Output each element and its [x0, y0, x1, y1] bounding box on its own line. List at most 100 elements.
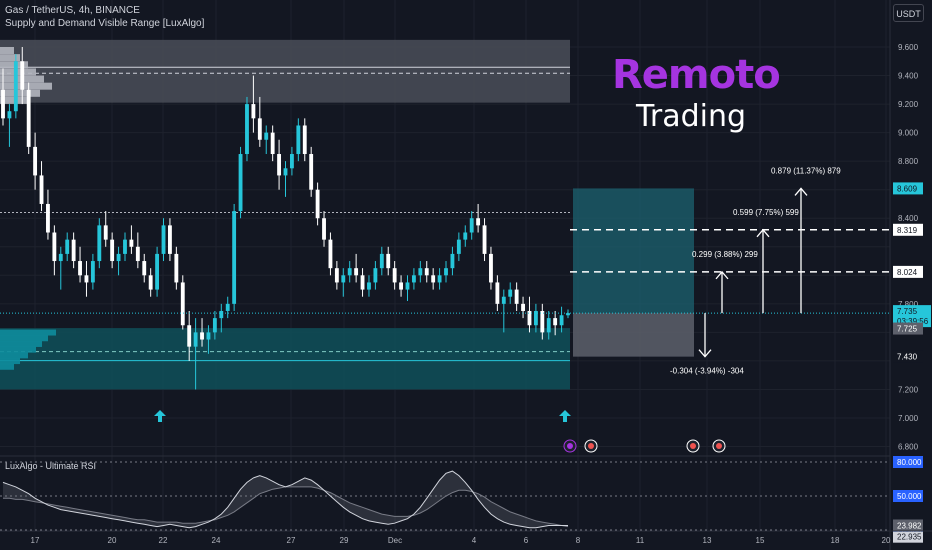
- time-tick: 29: [340, 536, 349, 545]
- supply-zone: [0, 39, 570, 103]
- rsi-value-bg: [893, 519, 923, 532]
- candle-body: [26, 89, 31, 147]
- buy-signal-icon: [559, 410, 571, 422]
- price-tick: 9.600: [898, 43, 919, 52]
- price-tick: 7.800: [898, 300, 919, 309]
- demand-zone: [0, 328, 570, 390]
- event-icon-dot: [690, 443, 696, 449]
- candle-body: [501, 296, 506, 304]
- demand-profile-bar: [0, 363, 14, 370]
- candle-body: [360, 275, 365, 290]
- logo-trading: Trading: [636, 99, 747, 134]
- supply-profile-bar: [0, 47, 14, 54]
- price-tick: 8.400: [898, 214, 919, 223]
- candle-body: [521, 303, 525, 311]
- candle-body: [7, 111, 12, 119]
- candle-body: [341, 275, 346, 283]
- candle-body: [232, 211, 237, 304]
- time-tick: 4: [472, 536, 477, 545]
- time-tick: 15: [756, 536, 765, 545]
- candle-body: [463, 232, 468, 240]
- price-tick: 7.000: [898, 414, 919, 423]
- candle-body: [251, 104, 256, 119]
- last-price: 7.735: [897, 307, 918, 316]
- target-box: [573, 188, 694, 314]
- candle-body: [135, 246, 140, 262]
- symbol-title[interactable]: Gas / TetherUS, 4h, BINANCE: [5, 5, 140, 16]
- candle-body: [367, 282, 371, 290]
- candle-body: [334, 268, 339, 283]
- candle-body: [148, 275, 153, 290]
- candle-body: [206, 332, 211, 340]
- price-tick: 9.000: [898, 129, 919, 138]
- candle-body: [322, 218, 326, 240]
- event-icon-dot: [588, 443, 594, 449]
- price-tag: 8.609: [897, 184, 918, 193]
- candle-body: [245, 104, 249, 155]
- supply-profile-bar: [0, 68, 36, 76]
- price-axis[interactable]: 9.600 9.400 9.200 9.000 8.800 8.400 7.800 7.200…: [893, 43, 931, 452]
- target-arrow-head: [715, 270, 729, 280]
- rsi-level-tag-bg: [893, 456, 923, 468]
- target-stop-boxes: [573, 188, 694, 357]
- candle-body: [103, 225, 108, 240]
- candlesticks: [1, 47, 726, 453]
- candle-body: [52, 232, 57, 262]
- candle-body: [527, 310, 532, 326]
- candle-body: [437, 275, 442, 283]
- candle-body: [514, 289, 519, 304]
- candle-body: [33, 146, 38, 176]
- candle-body: [450, 253, 455, 269]
- event-icon-dot: [716, 443, 722, 449]
- price-tag-bg: [893, 322, 923, 335]
- candle-body: [399, 282, 403, 290]
- candle-body: [219, 310, 224, 319]
- candle-body: [289, 154, 294, 169]
- candle-body: [418, 268, 423, 276]
- candle-body: [347, 268, 352, 276]
- candle-body: [238, 154, 243, 212]
- candle-body: [373, 268, 378, 283]
- supply-demand-zones: [0, 39, 570, 390]
- demand-profile-bar: [0, 358, 20, 365]
- candle-body: [168, 225, 172, 254]
- candle-body: [264, 132, 269, 140]
- rsi-level-tag-bg: [893, 490, 923, 502]
- price-tag-bg: [893, 265, 923, 278]
- rsi-line: [2, 470, 568, 529]
- target-arrow-head: [794, 187, 808, 196]
- candle-body: [90, 261, 95, 283]
- price-tick: 8.800: [898, 157, 919, 166]
- logo-remoto: Remoto: [612, 52, 781, 98]
- indicator-title[interactable]: Supply and Demand Visible Range [LuxAlgo…: [5, 18, 205, 29]
- candle-body: [58, 253, 63, 262]
- time-tick: 8: [576, 536, 581, 545]
- candle-body: [354, 268, 359, 276]
- candle-body: [84, 275, 89, 283]
- candle-body: [225, 303, 230, 311]
- candle-body: [431, 275, 436, 283]
- candle-body: [129, 239, 134, 247]
- time-tick: 18: [831, 536, 840, 545]
- stop-arrow-head: [698, 349, 712, 358]
- candle-body: [559, 315, 564, 326]
- candle-body: [270, 132, 275, 155]
- price-tag-bg: [893, 223, 923, 236]
- demand-profile-bar: [0, 346, 36, 353]
- candle-body: [386, 253, 391, 269]
- candle-body: [142, 261, 147, 276]
- stop-label: -0.304 (-3.94%) -304: [670, 367, 744, 376]
- countdown: 03:39:56: [897, 317, 929, 326]
- rsi-level-label: 80.000: [897, 458, 922, 467]
- demand-profile-bar: [0, 329, 56, 336]
- candle-body: [71, 239, 76, 262]
- price-tick: 6.800: [898, 443, 919, 452]
- candle-body: [482, 225, 487, 254]
- rsi-title[interactable]: LuxAlgo - Ultimate RSI: [5, 461, 97, 471]
- price-tag: 7.430: [897, 353, 918, 362]
- candle-body: [110, 239, 115, 262]
- currency-button[interactable]: USDT: [893, 4, 924, 22]
- candle-body: [476, 218, 481, 226]
- price-tag: 8.319: [897, 226, 918, 235]
